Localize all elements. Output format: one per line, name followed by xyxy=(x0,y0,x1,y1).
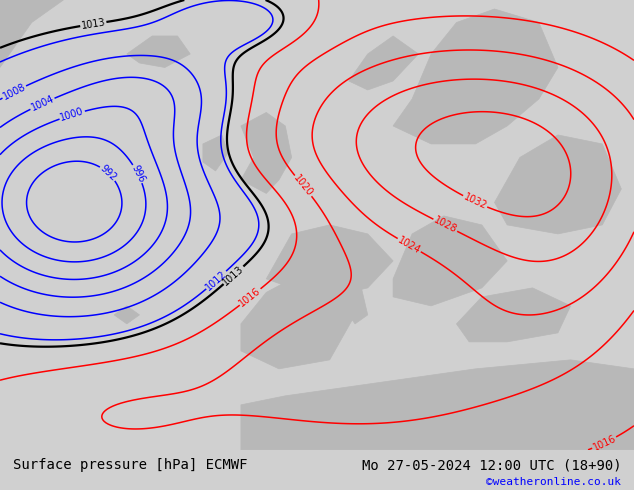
Polygon shape xyxy=(241,112,292,194)
Text: Surface pressure [hPa] ECMWF: Surface pressure [hPa] ECMWF xyxy=(13,458,247,472)
Polygon shape xyxy=(349,36,418,90)
Text: ©weatheronline.co.uk: ©weatheronline.co.uk xyxy=(486,477,621,487)
Text: 1013: 1013 xyxy=(221,264,246,287)
Text: 1032: 1032 xyxy=(462,192,488,211)
Text: 996: 996 xyxy=(129,163,146,184)
Text: 1013: 1013 xyxy=(81,17,106,31)
Text: 1012: 1012 xyxy=(204,268,229,292)
Text: 1028: 1028 xyxy=(432,215,458,235)
Text: 1000: 1000 xyxy=(59,106,86,123)
Polygon shape xyxy=(456,288,571,342)
Polygon shape xyxy=(241,279,355,369)
Text: Mo 27-05-2024 12:00 UTC (18+90): Mo 27-05-2024 12:00 UTC (18+90) xyxy=(361,458,621,472)
Text: 1020: 1020 xyxy=(292,173,315,198)
Polygon shape xyxy=(495,135,621,234)
Polygon shape xyxy=(127,36,190,68)
Text: 1004: 1004 xyxy=(29,94,56,113)
Text: 1008: 1008 xyxy=(1,82,27,102)
Polygon shape xyxy=(203,135,228,171)
Text: 992: 992 xyxy=(98,163,119,183)
Polygon shape xyxy=(0,0,63,68)
Polygon shape xyxy=(114,306,139,324)
Text: 1016: 1016 xyxy=(238,286,263,309)
Polygon shape xyxy=(393,216,507,306)
Text: 1024: 1024 xyxy=(396,235,422,256)
Polygon shape xyxy=(330,270,368,324)
Polygon shape xyxy=(266,225,393,297)
Polygon shape xyxy=(393,9,558,144)
Polygon shape xyxy=(241,360,634,450)
Text: 1016: 1016 xyxy=(591,433,618,453)
